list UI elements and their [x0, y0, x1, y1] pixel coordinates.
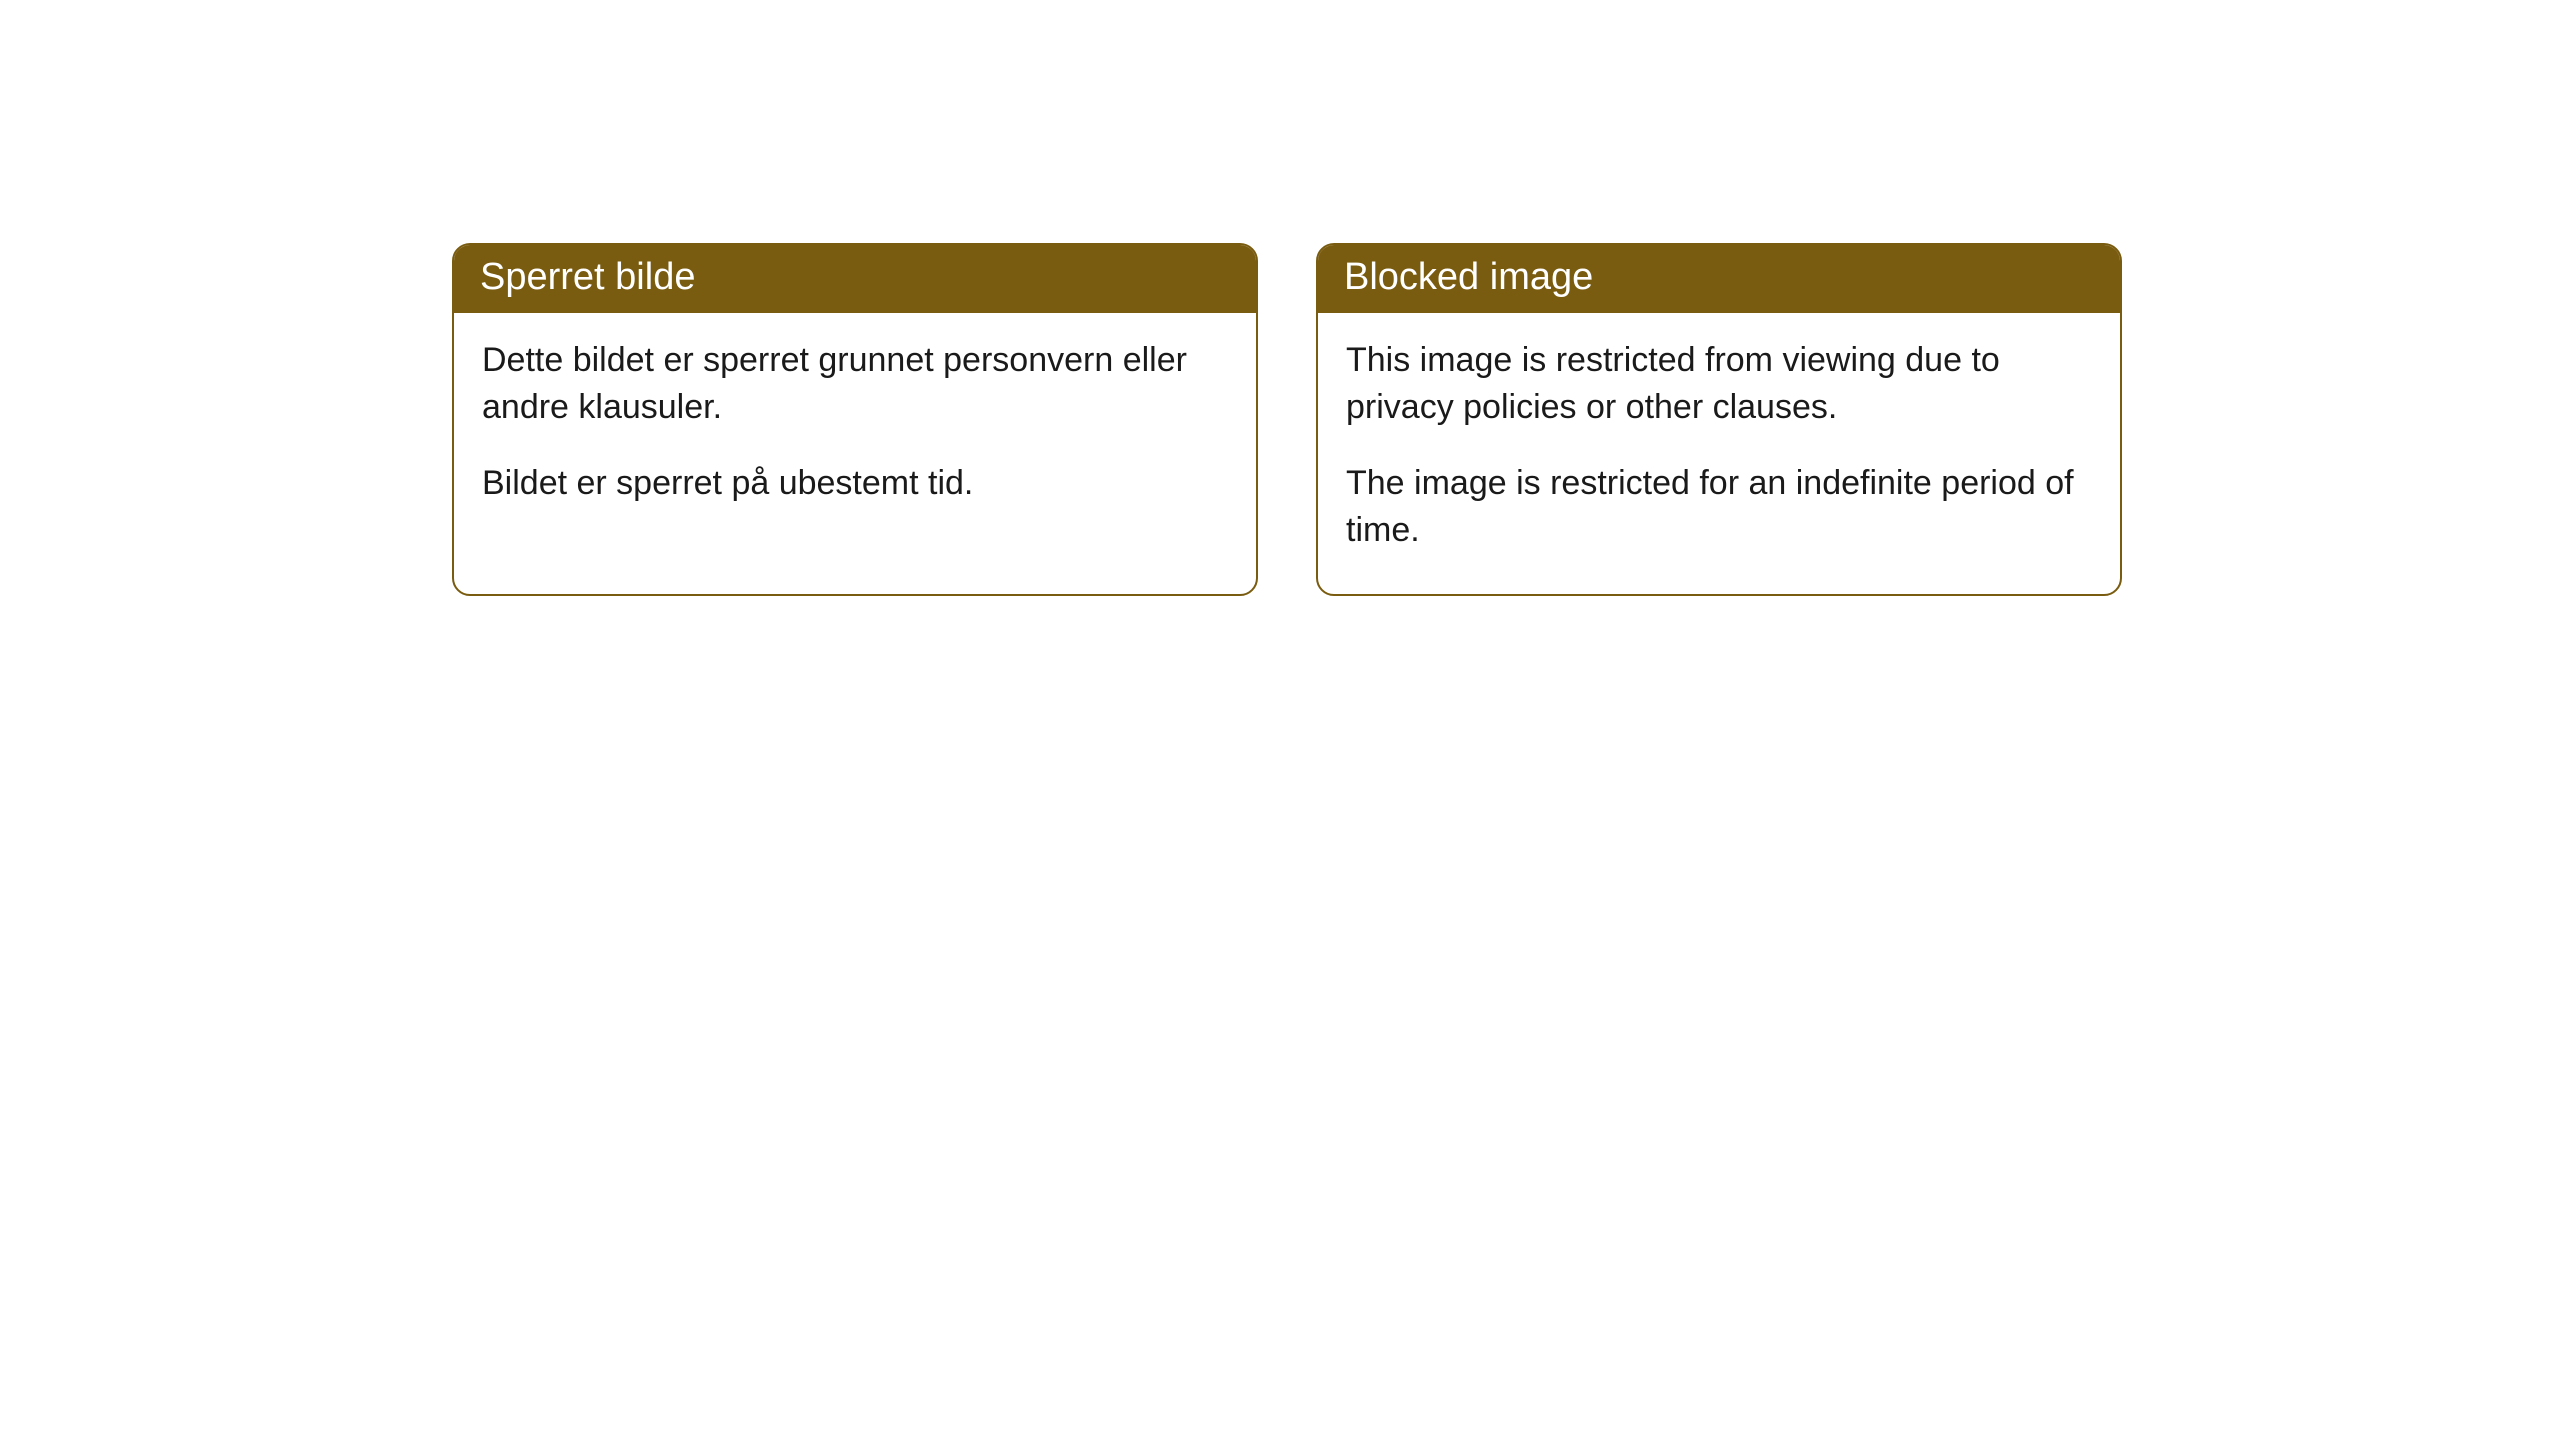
- card-body: Dette bildet er sperret grunnet personve…: [454, 313, 1256, 548]
- card-paragraph: The image is restricted for an indefinit…: [1346, 460, 2092, 554]
- card-title: Sperret bilde: [454, 245, 1256, 313]
- card-paragraph: Dette bildet er sperret grunnet personve…: [482, 337, 1228, 431]
- blocked-image-card-no: Sperret bilde Dette bildet er sperret gr…: [452, 243, 1258, 596]
- card-paragraph: This image is restricted from viewing du…: [1346, 337, 2092, 431]
- card-paragraph: Bildet er sperret på ubestemt tid.: [482, 460, 1228, 507]
- blocked-image-card-en: Blocked image This image is restricted f…: [1316, 243, 2122, 596]
- notice-container: Sperret bilde Dette bildet er sperret gr…: [452, 243, 2122, 596]
- card-title: Blocked image: [1318, 245, 2120, 313]
- card-body: This image is restricted from viewing du…: [1318, 313, 2120, 595]
